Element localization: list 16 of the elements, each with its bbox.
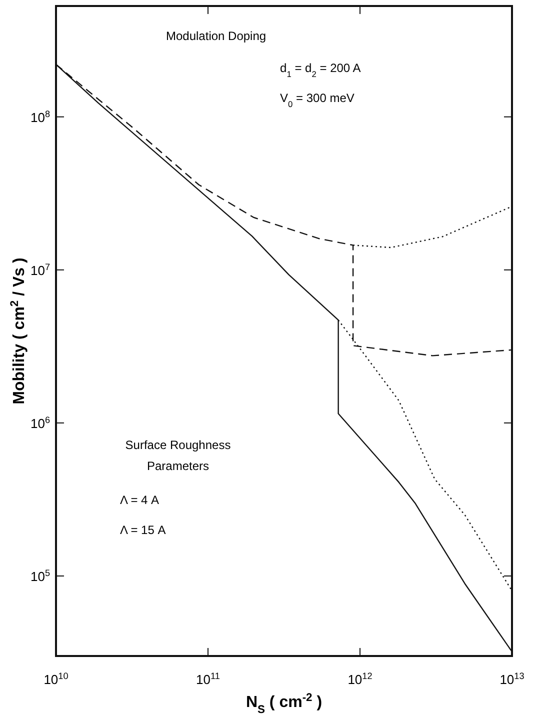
x-tick-label: 10$^{12}$: [348, 671, 372, 687]
y-tick-label: 10$^{8}$: [30, 108, 50, 125]
x-tick-label: 10$^{11}$: [196, 671, 220, 687]
x-tick-label: 10$^{10}$: [44, 671, 68, 687]
x-axis-title: N$_{S}$ ( cm$^{-2}$ ): [246, 692, 322, 716]
y-tick-label: 10$^{6}$: [30, 414, 50, 431]
annotation: Modulation Doping: [166, 29, 266, 43]
y-tick-label: 10$^{5}$: [30, 568, 50, 584]
annotation: Λ = 15 A: [120, 523, 166, 537]
annotation: Parameters: [146, 459, 210, 473]
annotation: V$_{0}$ = 300 meV: [280, 91, 354, 109]
x-tick-label: 10$^{13}$: [500, 671, 524, 687]
annotation: Λ = 4 A: [120, 493, 160, 507]
annotation: Surface Roughness: [125, 438, 231, 452]
annotation: d$_{1}$ = d$_{2}$ = 200 A: [280, 61, 361, 79]
y-tick-label: 10$^{7}$: [30, 262, 50, 278]
